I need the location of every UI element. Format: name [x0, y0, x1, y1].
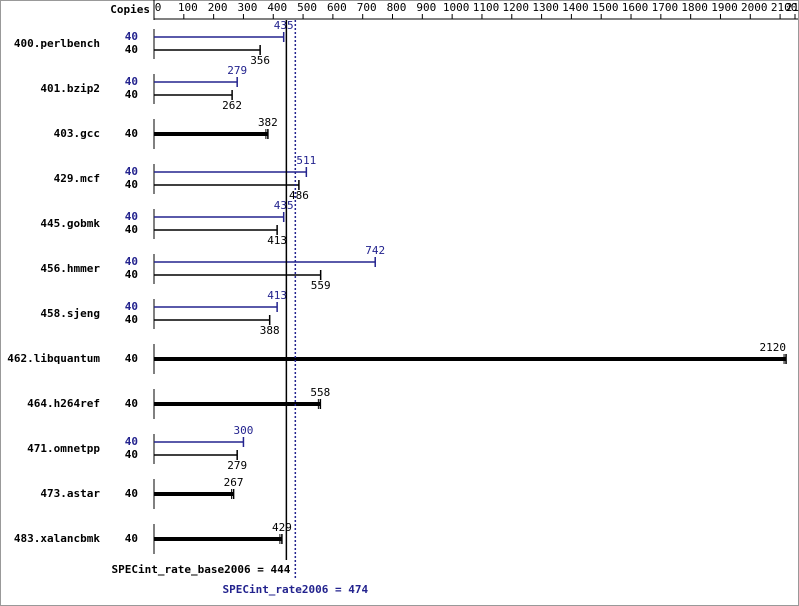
x-tick-label: 300	[238, 1, 258, 14]
x-tick-label: 400	[267, 1, 287, 14]
copies-label: 40	[125, 165, 138, 178]
copies-label: 40	[125, 352, 138, 365]
benchmark-label: 458.sjeng	[40, 307, 100, 320]
benchmark-label: 445.gobmk	[40, 217, 100, 230]
x-tick-label: 1400	[562, 1, 589, 14]
value-label: 435	[274, 19, 294, 32]
copies-label: 40	[125, 268, 138, 281]
copies-label: 40	[125, 43, 138, 56]
copies-label: 40	[125, 313, 138, 326]
x-tick-label: 1000	[443, 1, 470, 14]
x-tick-label: 800	[387, 1, 407, 14]
value-label: 429	[272, 521, 292, 534]
copies-label: 40	[125, 127, 138, 140]
benchmark-label: 429.mcf	[54, 172, 100, 185]
benchmark-label: 471.omnetpp	[27, 442, 100, 455]
x-tick-label: 1300	[532, 1, 559, 14]
x-tick-label: 100	[178, 1, 198, 14]
x-tick-label: 1700	[652, 1, 679, 14]
copies-label: 40	[125, 300, 138, 313]
benchmark-label: 456.hmmer	[40, 262, 100, 275]
x-tick-label: 1900	[711, 1, 738, 14]
x-tick-label: 700	[357, 1, 377, 14]
copies-label: 40	[125, 223, 138, 236]
benchmark-label: 403.gcc	[54, 127, 100, 140]
value-label: 511	[296, 154, 316, 167]
copies-label: 40	[125, 210, 138, 223]
value-label: 413	[267, 289, 287, 302]
copies-label: 40	[125, 397, 138, 410]
value-label: 300	[234, 424, 254, 437]
benchmark-label: 473.astar	[40, 487, 100, 500]
value-label: 279	[227, 459, 247, 472]
value-label: 267	[224, 476, 244, 489]
copies-label: 40	[125, 255, 138, 268]
copies-label: 40	[125, 532, 138, 545]
benchmark-label: 401.bzip2	[40, 82, 100, 95]
x-tick-label: 0	[155, 1, 162, 14]
value-label: 262	[222, 99, 242, 112]
x-tick-label: 500	[297, 1, 317, 14]
value-label: 388	[260, 324, 280, 337]
value-label: 486	[289, 189, 309, 202]
copies-label: 40	[125, 487, 138, 500]
x-tick-label: 1800	[681, 1, 708, 14]
benchmark-label: 483.xalancbmk	[14, 532, 100, 545]
copies-header: Copies	[110, 3, 150, 16]
copies-label: 40	[125, 75, 138, 88]
x-tick-label: 1600	[622, 1, 649, 14]
value-label: 279	[227, 64, 247, 77]
reference-label: SPECint_rate_base2006 = 444	[112, 563, 291, 576]
value-label: 2120	[760, 341, 787, 354]
x-tick-label: 2100	[771, 1, 798, 14]
x-tick-label: 1100	[473, 1, 500, 14]
copies-label: 40	[125, 178, 138, 191]
x-tick-label: 1200	[503, 1, 530, 14]
copies-label: 40	[125, 435, 138, 448]
value-label: 559	[311, 279, 331, 292]
x-tick-label: 200	[208, 1, 228, 14]
x-tick-label: 2000	[741, 1, 768, 14]
copies-label: 40	[125, 30, 138, 43]
x-tick-label: 600	[327, 1, 347, 14]
copies-label: 40	[125, 448, 138, 461]
value-label: 558	[310, 386, 330, 399]
x-tick-label: 1500	[592, 1, 619, 14]
benchmark-label: 400.perlbench	[14, 37, 100, 50]
value-label: 356	[250, 54, 270, 67]
x-tick-label: 900	[416, 1, 436, 14]
benchmark-label: 464.h264ref	[27, 397, 100, 410]
benchmark-label: 462.libquantum	[7, 352, 100, 365]
value-label: 413	[267, 234, 287, 247]
value-label: 742	[365, 244, 385, 257]
value-label: 435	[274, 199, 294, 212]
x-tick-label: 2150	[786, 1, 799, 14]
copies-label: 40	[125, 88, 138, 101]
value-label: 382	[258, 116, 278, 129]
reference-label: SPECint_rate2006 = 474	[222, 583, 368, 596]
